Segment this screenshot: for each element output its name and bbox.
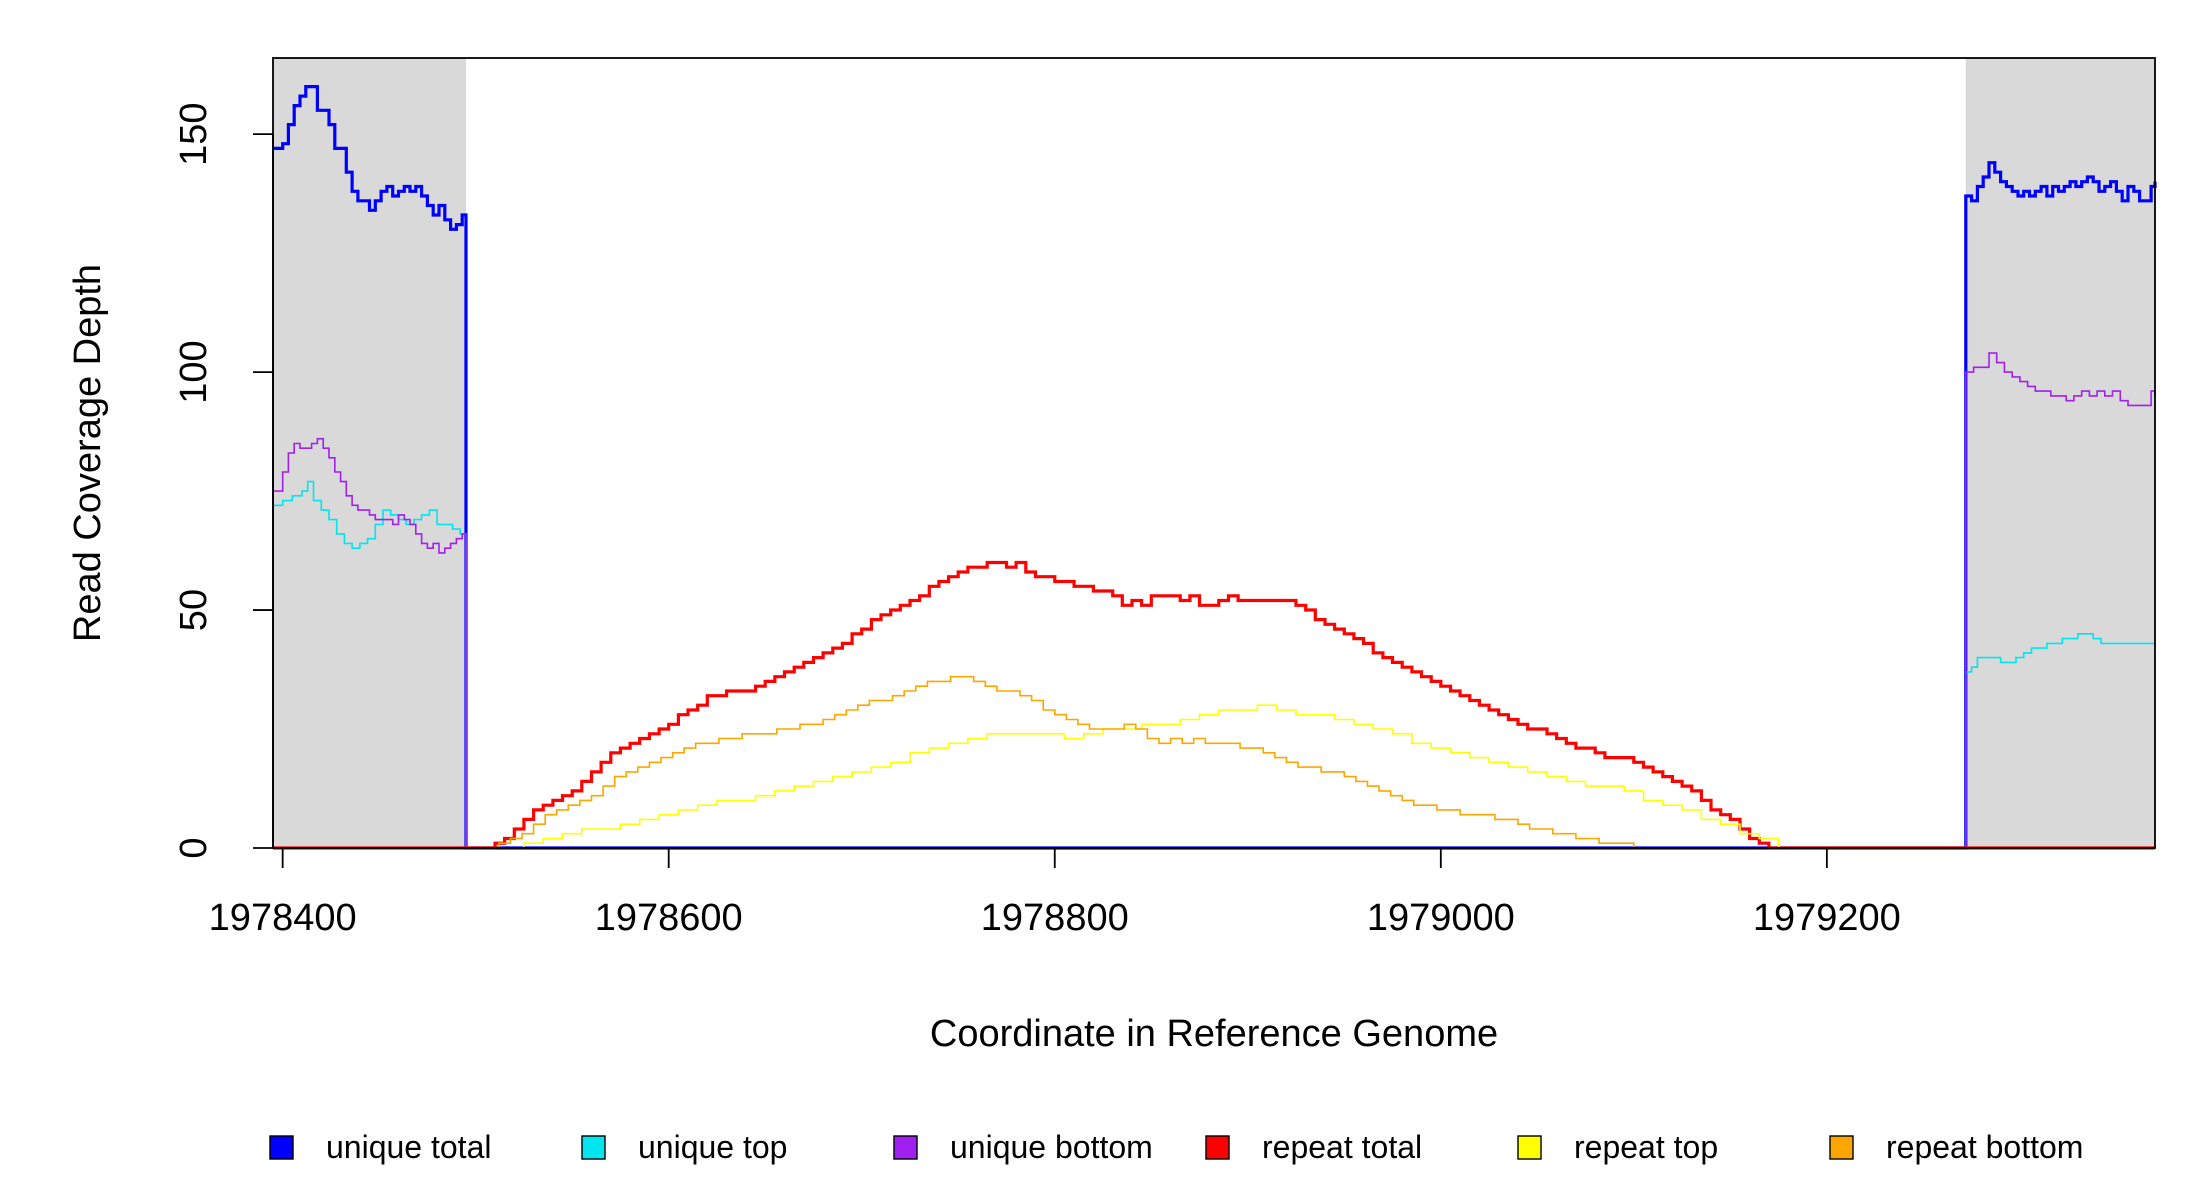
legend-swatch (1205, 1135, 1230, 1160)
legend-label: unique total (326, 1129, 491, 1165)
legend-swatch (269, 1135, 294, 1160)
series-repeat-bottom (273, 675, 2155, 849)
y-tick-label: 150 (173, 102, 215, 165)
legend-swatch (1829, 1135, 1854, 1160)
y-tick-label: 100 (173, 340, 215, 403)
legend-swatch (581, 1135, 606, 1160)
x-tick-label: 1978600 (595, 897, 743, 939)
series-lines (273, 85, 2157, 850)
legend-label: repeat bottom (1886, 1129, 2083, 1165)
legend-swatch (1517, 1135, 1542, 1160)
legend-label: unique bottom (950, 1129, 1153, 1165)
x-tick-label: 1979200 (1753, 897, 1901, 939)
legend: unique total unique top unique bottom repea… (269, 1129, 2083, 1165)
legend-item: unique total (269, 1129, 491, 1165)
series-repeat-total (273, 560, 2155, 850)
legend-item: repeat total (1205, 1129, 1422, 1165)
y-tick-label: 0 (173, 837, 215, 858)
series-unique-top (273, 480, 2156, 849)
legend-label: unique top (638, 1129, 787, 1165)
plot-frame (272, 57, 2156, 849)
x-axis-label: Coordinate in Reference Genome (930, 1013, 1498, 1055)
x-tick-label: 1978800 (981, 897, 1129, 939)
legend-label: repeat total (1262, 1129, 1422, 1165)
legend-item: repeat top (1517, 1129, 1718, 1165)
shaded-region-1 (273, 58, 467, 848)
legend-item: repeat bottom (1829, 1129, 2083, 1165)
shaded-region-2 (1965, 58, 2155, 848)
y-tick-label: 50 (173, 589, 215, 631)
legend-item: unique top (581, 1129, 787, 1165)
axes: 1978400 1978600 1978800 1979000 1979200 0 50 10… (173, 102, 1901, 939)
legend-label: repeat top (1574, 1129, 1718, 1165)
series-unique-total (273, 85, 2157, 850)
legend-swatch (893, 1135, 918, 1160)
x-tick-label: 1978400 (209, 897, 357, 939)
series-unique-bottom (273, 352, 2156, 849)
y-axis-label: Read Coverage Depth (67, 264, 109, 642)
shaded-regions (273, 58, 2155, 848)
x-tick-label: 1979000 (1367, 897, 1515, 939)
legend-item: unique bottom (893, 1129, 1153, 1165)
series-repeat-top (273, 704, 2155, 849)
